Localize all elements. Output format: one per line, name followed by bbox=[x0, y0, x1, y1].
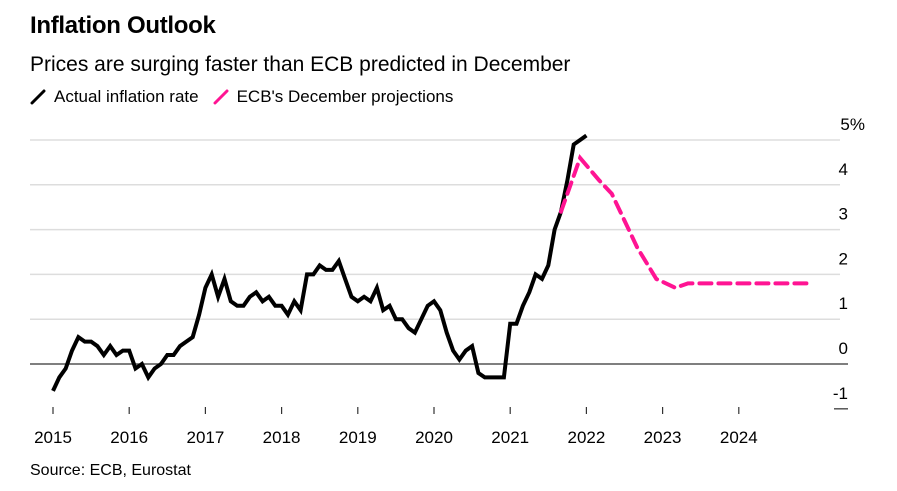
chart-title: Inflation Outlook bbox=[30, 12, 216, 39]
dashed-line-swatch-icon bbox=[213, 89, 229, 105]
x-tick-label: 2018 bbox=[263, 428, 301, 447]
series-line-actual-inflation bbox=[51, 133, 588, 392]
legend-label-projection: ECB's December projections bbox=[236, 87, 454, 106]
y-tick-label: 3 bbox=[839, 205, 848, 224]
x-tick-label: 2016 bbox=[110, 428, 148, 447]
x-tick-label: 2024 bbox=[720, 428, 758, 447]
source-note: Source: ECB, Eurostat bbox=[30, 462, 191, 479]
x-tick-label: 2022 bbox=[567, 428, 605, 447]
x-tick-label: 2017 bbox=[186, 428, 224, 447]
y-tick-label: 1 bbox=[839, 294, 848, 313]
legend-item-actual: Actual inflation rate bbox=[30, 87, 199, 107]
legend: Actual inflation rate ECB's December pro… bbox=[30, 87, 467, 107]
y-tick-label: 5% bbox=[840, 115, 865, 134]
y-tick-label: 4 bbox=[839, 160, 848, 179]
x-tick-label: 2020 bbox=[415, 428, 453, 447]
x-tick-label: 2019 bbox=[339, 428, 377, 447]
x-tick-label: 2015 bbox=[34, 428, 72, 447]
solid-line-swatch-icon bbox=[30, 89, 46, 105]
chart-subtitle: Prices are surging faster than ECB predi… bbox=[30, 53, 571, 76]
y-tick-label: 0 bbox=[839, 339, 848, 358]
legend-label-actual: Actual inflation rate bbox=[54, 87, 199, 106]
y-tick-label: 2 bbox=[839, 249, 848, 268]
legend-item-projection: ECB's December projections bbox=[213, 87, 454, 107]
x-tick-label: 2023 bbox=[644, 428, 682, 447]
y-tick-label: -1 bbox=[833, 384, 848, 403]
series-line-ecb-projection bbox=[559, 153, 811, 290]
x-tick-label: 2021 bbox=[491, 428, 529, 447]
